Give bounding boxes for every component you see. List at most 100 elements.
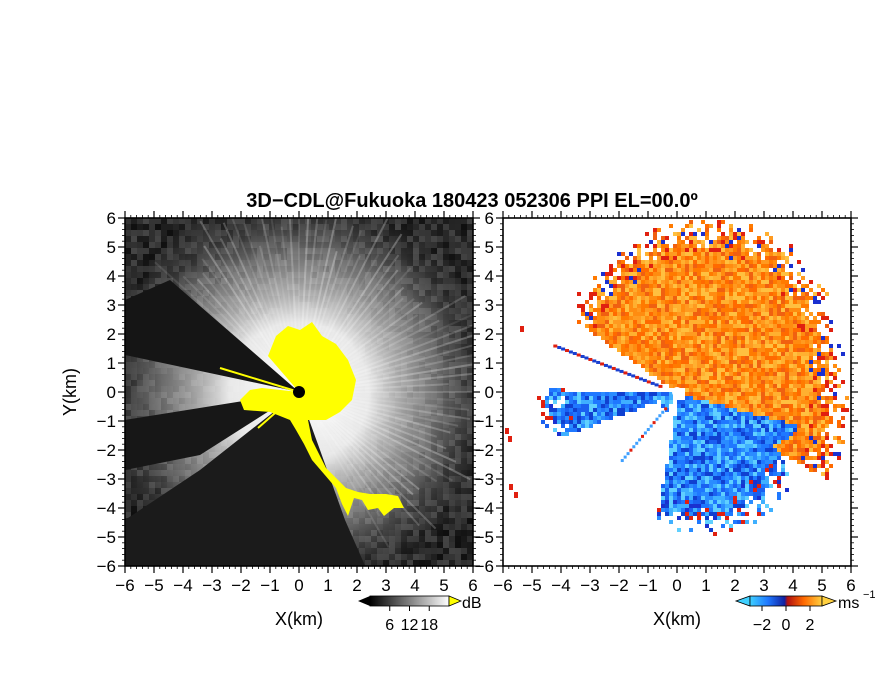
- velocity-cell: [653, 328, 657, 332]
- velocity-cell: [805, 328, 809, 332]
- noise-cell: [173, 230, 179, 236]
- noise-cell: [437, 236, 443, 242]
- velocity-cell: [649, 272, 653, 276]
- velocity-cell: [637, 336, 641, 340]
- velocity-cell: [705, 280, 709, 284]
- velocity-cell: [801, 304, 805, 308]
- velocity-cell: [685, 252, 689, 256]
- velocity-cell: [661, 296, 665, 300]
- velocity-cell: [645, 296, 649, 300]
- velocity-cell: [709, 316, 713, 320]
- velocity-cell: [705, 272, 709, 276]
- velocity-cell: [697, 316, 701, 320]
- velocity-cell: [825, 316, 829, 320]
- noise-cell: [143, 260, 149, 266]
- velocity-cell: [637, 252, 641, 256]
- velocity-cell: [709, 308, 713, 312]
- velocity-cell: [809, 296, 813, 300]
- noise-cell: [149, 242, 155, 248]
- velocity-cell: [589, 296, 593, 300]
- velocity-cell: [609, 304, 613, 308]
- velocity-cell: [701, 260, 705, 264]
- velocity-cell: [785, 272, 789, 276]
- velocity-cell: [673, 248, 677, 252]
- velocity-cell: [757, 264, 761, 268]
- noise-cell: [467, 512, 473, 518]
- velocity-cell: [729, 284, 733, 288]
- velocity-cell: [701, 316, 705, 320]
- noise-cell: [419, 230, 425, 236]
- velocity-cell: [613, 320, 617, 324]
- velocity-cell: [741, 232, 745, 236]
- velocity-cell: [657, 252, 661, 256]
- velocity-cell: [633, 272, 637, 276]
- velocity-cell: [693, 316, 697, 320]
- velocity-cell: [797, 280, 801, 284]
- velocity-cell: [701, 252, 705, 256]
- velocity-cell: [653, 232, 657, 236]
- noise-cell: [449, 518, 455, 524]
- velocity-cell: [781, 288, 785, 292]
- velocity-cell: [665, 312, 669, 316]
- velocity-cell: [785, 304, 789, 308]
- velocity-cell: [757, 272, 761, 276]
- velocity-cell: [669, 316, 673, 320]
- velocity-cell: [641, 284, 645, 288]
- velocity-cell: [689, 312, 693, 316]
- velocity-cell: [797, 328, 801, 332]
- velocity-cell: [657, 312, 661, 316]
- velocity-cell: [701, 304, 705, 308]
- velocity-cell: [725, 324, 729, 328]
- velocity-cell: [625, 256, 629, 260]
- velocity-cell: [737, 288, 741, 292]
- noise-cell: [155, 242, 161, 248]
- velocity-cell: [721, 280, 725, 284]
- velocity-cell: [609, 300, 613, 304]
- noise-cell: [137, 236, 143, 242]
- velocity-cell: [665, 252, 669, 256]
- velocity-cell: [765, 300, 769, 304]
- noise-cell: [143, 254, 149, 260]
- velocity-cell: [693, 328, 697, 332]
- velocity-cell: [677, 288, 681, 292]
- velocity-cell: [681, 316, 685, 320]
- noise-cell: [431, 560, 437, 566]
- velocity-cell: [789, 252, 793, 256]
- velocity-cell: [705, 304, 709, 308]
- velocity-cell: [757, 292, 761, 296]
- velocity-cell: [649, 288, 653, 292]
- velocity-cell: [741, 248, 745, 252]
- noise-cell: [443, 542, 449, 548]
- velocity-cell: [605, 332, 609, 336]
- velocity-cell: [765, 276, 769, 280]
- velocity-cell: [781, 312, 785, 316]
- velocity-cell: [609, 296, 613, 300]
- velocity-cell: [729, 292, 733, 296]
- noise-cell: [437, 242, 443, 248]
- velocity-cell: [733, 328, 737, 332]
- velocity-cell: [729, 264, 733, 268]
- velocity-cell: [753, 292, 757, 296]
- velocity-cell: [725, 296, 729, 300]
- velocity-cell: [649, 332, 653, 336]
- y-tick-label: −6: [97, 557, 116, 576]
- noise-cell: [431, 218, 437, 224]
- velocity-cell: [741, 280, 745, 284]
- noise-cell: [449, 224, 455, 230]
- noise-cell: [155, 236, 161, 242]
- velocity-cell: [745, 272, 749, 276]
- velocity-cell: [649, 252, 653, 256]
- velocity-cell: [781, 268, 785, 272]
- velocity-cell: [697, 264, 701, 268]
- velocity-cell: [701, 240, 705, 244]
- velocity-cell: [753, 264, 757, 268]
- velocity-cell: [641, 316, 645, 320]
- velocity-cell: [665, 264, 669, 268]
- velocity-cell: [793, 320, 797, 324]
- velocity-cell: [789, 276, 793, 280]
- velocity-cell: [725, 268, 729, 272]
- velocity-cell: [713, 268, 717, 272]
- velocity-cell: [813, 316, 817, 320]
- velocity-cell: [737, 228, 741, 232]
- velocity-cell: [653, 292, 657, 296]
